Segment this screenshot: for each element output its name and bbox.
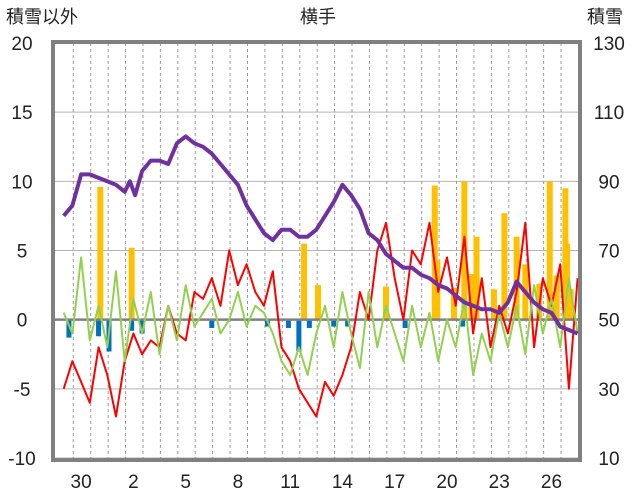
left-tick-label: 10 (11, 172, 32, 193)
snowfall-bar (301, 243, 308, 320)
chart-title: 横手 (300, 7, 336, 28)
left-tick-label: 0 (17, 311, 28, 332)
snowfall-bar (128, 247, 135, 320)
snowfall-bar (501, 213, 508, 320)
precip-bar (96, 319, 102, 337)
left-tick-label: 15 (11, 103, 32, 124)
precip-bar (139, 319, 145, 334)
precip-bar (129, 319, 135, 331)
temp-max-line (62, 221, 579, 418)
snowfall-bar (382, 286, 389, 320)
right-tick-label: 50 (598, 311, 619, 332)
snowfall-bar (564, 243, 571, 320)
right-tick-label: 10 (598, 449, 619, 470)
left-tick-label: 20 (11, 34, 32, 55)
snowfall-bar (546, 181, 553, 320)
temp-mean-line (62, 256, 579, 376)
tick-labels: -10 -5 0 5 10 15 20 10 30 50 70 90 110 130 30 2 5 8 11 14 17… (8, 34, 625, 493)
snowfall-bar (461, 181, 468, 320)
series-lines (55, 134, 579, 418)
left-tick-label: -5 (14, 380, 31, 401)
x-tick-label: 11 (280, 472, 300, 493)
left-tick-label: 5 (17, 242, 28, 263)
snowfall-bar (450, 287, 457, 320)
snowfall-bar (490, 289, 497, 320)
right-tick-label: 110 (594, 103, 624, 124)
snowfall-bar (553, 275, 560, 320)
snowfall-bar (97, 186, 104, 320)
right-tick-label: 30 (598, 380, 619, 401)
x-tick-label: 17 (384, 472, 405, 493)
right-tick-label: 70 (598, 242, 619, 263)
plot-frame (51, 40, 582, 462)
right-tick-label: 90 (598, 172, 619, 193)
snowfall-bar (567, 289, 574, 320)
snowfall-bar (513, 236, 520, 320)
x-tick-label: 26 (541, 472, 562, 493)
x-tick-label: 5 (180, 472, 191, 493)
snow-depth-line (62, 134, 579, 336)
precip-bar (402, 319, 408, 328)
snowfall-bar (468, 274, 475, 320)
x-tick-label: 8 (233, 472, 244, 493)
snowfall-bar (431, 185, 438, 320)
snowfall-bar (315, 285, 322, 320)
precip-bar (331, 319, 337, 327)
x-tick-label: 2 (128, 472, 139, 493)
right-axis-label: 積雪 (587, 7, 623, 28)
left-axis-label: 積雪以外 (6, 7, 78, 28)
precip-bar (296, 319, 302, 352)
x-tick-label: 14 (332, 472, 354, 493)
x-tick-label: 23 (489, 472, 510, 493)
left-tick-label: -10 (8, 449, 35, 470)
x-tick-label: 20 (436, 472, 457, 493)
precip-bar (285, 319, 291, 328)
snowfall-bar (473, 236, 480, 320)
x-tick-label: 30 (71, 472, 92, 493)
precip-bar (66, 319, 72, 338)
precip-bar (345, 319, 351, 327)
precip-bar (460, 319, 466, 327)
right-tick-label: 130 (593, 34, 625, 55)
precip-bar (306, 319, 312, 328)
precip-bar (209, 319, 215, 328)
